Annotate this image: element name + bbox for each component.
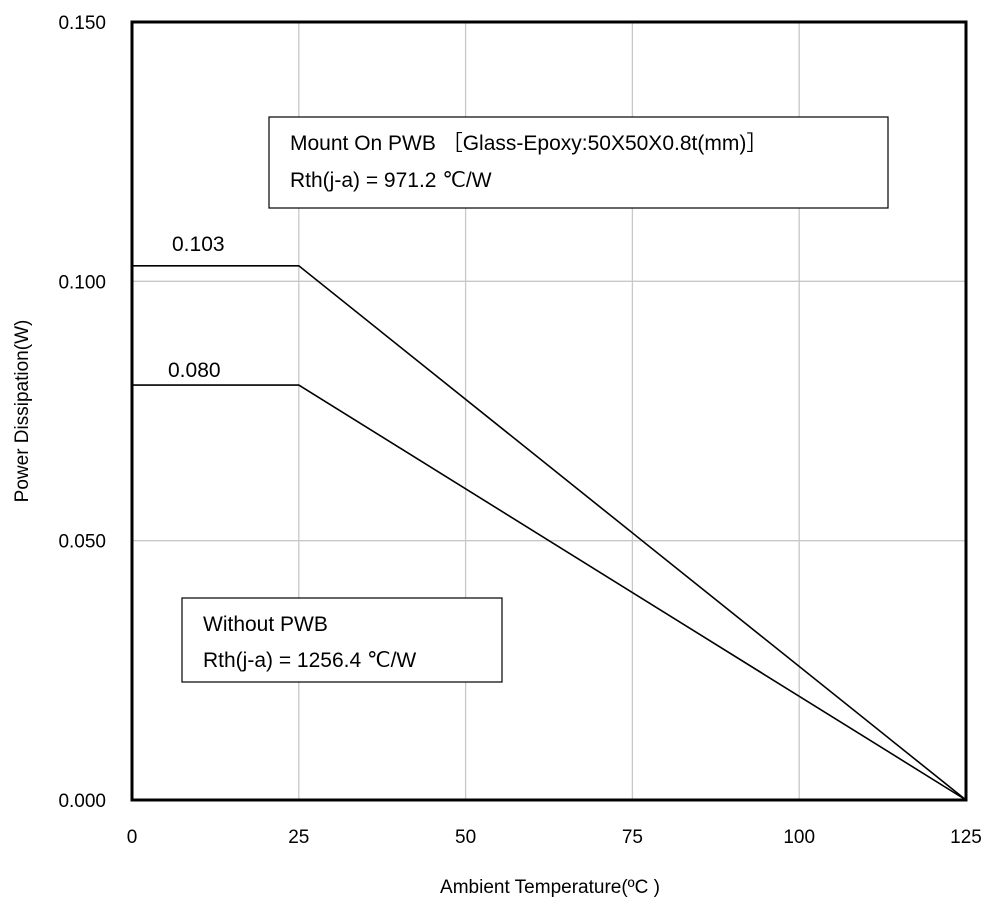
x-tick-label-1: 25	[288, 827, 309, 848]
y-axis-ticks: 0.000 0.050 0.100 0.150	[58, 13, 106, 812]
plot-frame	[130, 20, 968, 802]
x-tick-label-5: 125	[950, 827, 982, 848]
annotation-pwb-line1: Mount On PWB ［Glass-Epoxy:50X50X0.8t(mm)…	[290, 132, 767, 155]
x-tick-label-0: 0	[127, 827, 138, 848]
series-line-0	[132, 264, 967, 801]
series-lines	[132, 264, 967, 801]
x-axis-title: Ambient Temperature(ºC )	[440, 877, 660, 898]
annotation-box-no-pwb	[181, 597, 503, 683]
y-tick-label-0: 0.000	[58, 791, 106, 812]
x-tick-label-3: 75	[622, 827, 643, 848]
data-label-0103: 0.103	[172, 233, 225, 256]
annotation-no-pwb-line2: Rth(j-a) = 1256.4 ℃/W	[203, 649, 416, 672]
annotation-pwb-line2: Rth(j-a) = 971.2 ℃/W	[290, 169, 492, 192]
annotation-no-pwb-line1: Without PWB	[203, 613, 328, 636]
y-tick-label-3: 0.150	[58, 13, 106, 34]
y-axis-title: Power Dissipation(W)	[12, 320, 33, 503]
series-line-1	[132, 384, 967, 801]
annotation-box-pwb	[268, 116, 889, 209]
y-tick-label-1: 0.050	[58, 532, 106, 553]
data-label-0080: 0.080	[168, 359, 221, 382]
x-tick-label-4: 100	[783, 827, 815, 848]
y-tick-label-2: 0.100	[58, 272, 106, 293]
x-axis-ticks: 0 25 50 75 100 125	[127, 827, 982, 848]
x-tick-label-2: 50	[455, 827, 476, 848]
